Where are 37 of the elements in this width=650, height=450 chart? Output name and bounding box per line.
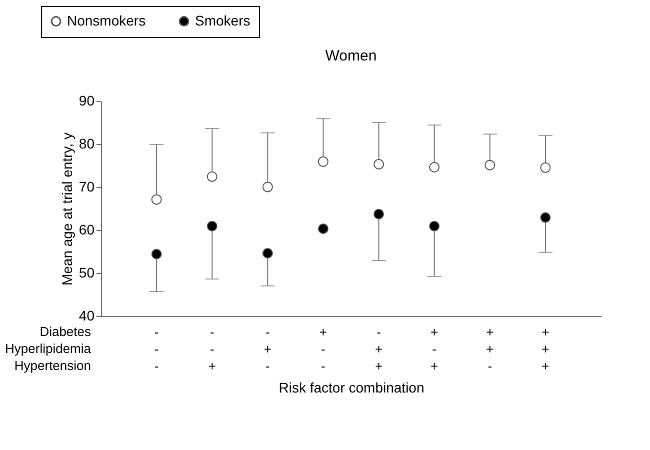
x-tick-label: - - - (154, 324, 159, 374)
text: Hyperlipidemia (5, 341, 92, 356)
y-tick-label: 50 (78, 264, 95, 280)
y-tick-label: 40 (78, 308, 95, 324)
x-tick-label: + + - (486, 324, 494, 374)
legend-label: Nonsmokers (67, 12, 146, 28)
x-tick-label: - + - (264, 324, 272, 374)
y-tick-label: 60 (78, 222, 95, 238)
point (318, 223, 328, 234)
x-axis-title: Risk factor combination (278, 380, 424, 396)
point (151, 194, 162, 205)
point (151, 248, 162, 260)
point (206, 171, 218, 182)
point (318, 156, 328, 167)
x-tick-label: + - + (430, 324, 438, 374)
point (540, 212, 551, 223)
x-tick-label: - - + (208, 324, 216, 374)
y-tick-label: 70 (78, 178, 95, 194)
y-axis-title: Mean age at trial entry, y (58, 132, 75, 286)
point (262, 248, 273, 258)
y-tick-label: 90 (78, 92, 95, 108)
point (540, 162, 551, 173)
x-tick-label: + + + (542, 324, 550, 374)
legend-label: Smokers (195, 12, 250, 28)
point (429, 162, 440, 172)
point (429, 220, 440, 232)
point (206, 220, 218, 232)
point (374, 158, 384, 170)
point (262, 182, 273, 192)
chart-title: Women (325, 48, 377, 64)
text: Diabetes (40, 324, 92, 339)
x-tick-label: + - - (319, 324, 328, 374)
point (374, 208, 384, 220)
text: Hypertension (14, 358, 91, 373)
y-tick-label: 80 (78, 136, 95, 152)
x-tick-label: - + + (374, 324, 383, 374)
point (484, 160, 496, 170)
